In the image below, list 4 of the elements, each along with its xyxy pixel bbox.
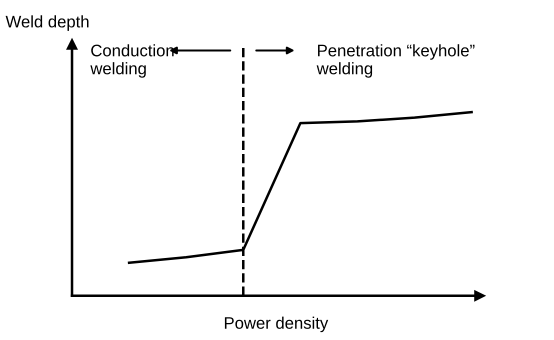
x-axis-title: Power density [224, 316, 328, 332]
y-axis-title: Weld depth [6, 15, 88, 31]
text: Conduction welding [90, 44, 174, 78]
text: Penetration “keyhole” welding [316, 44, 474, 78]
